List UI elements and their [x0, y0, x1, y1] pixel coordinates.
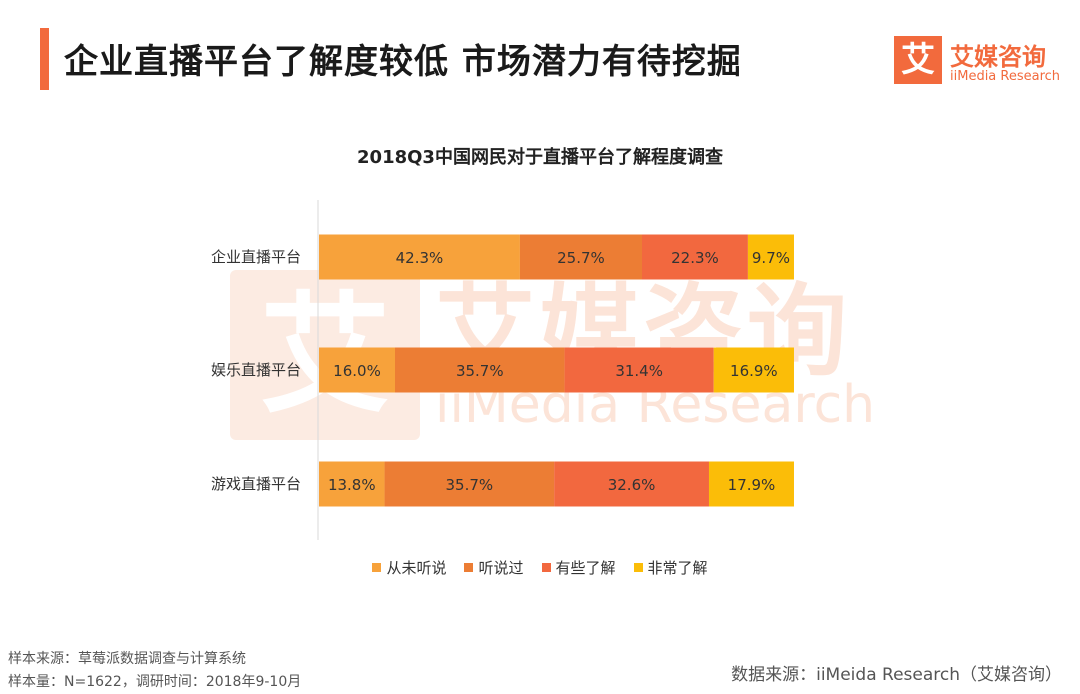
bar-segment — [395, 347, 565, 393]
chart-legend: 从未听说 听说过 有些了解 非常了解 — [0, 557, 1080, 578]
legend-item: 非常了解 — [633, 557, 708, 578]
data-label: 17.9% — [728, 476, 776, 494]
data-label: 16.9% — [730, 362, 778, 380]
legend-swatch — [372, 563, 382, 572]
legend-swatch — [464, 563, 474, 572]
footer-notes: 样本来源：草莓派数据调查与计算系统 样本量：N=1622，调研时间：2018年9… — [8, 648, 301, 694]
data-label: 22.3% — [671, 249, 719, 267]
legend-label: 非常了解 — [647, 559, 708, 577]
sample-note: 样本量：N=1622，调研时间：2018年9-10月 — [8, 674, 302, 690]
data-label: 32.6% — [608, 476, 656, 494]
legend-item: 听说过 — [464, 557, 524, 578]
bar-segment — [319, 347, 395, 393]
source-note: 样本来源：草莓派数据调查与计算系统 — [8, 651, 246, 667]
bar-segment — [319, 461, 385, 507]
chart-title: 2018Q3中国网民对于直播平台了解程度调查 — [357, 147, 723, 168]
category-label: 企业直播平台 — [211, 248, 301, 266]
data-label: 35.7% — [446, 476, 494, 494]
bar-segment — [319, 234, 520, 280]
page-title: 企业直播平台了解度较低 市场潜力有待挖掘 — [64, 42, 742, 82]
logo-mark-icon: 艾 — [894, 36, 942, 84]
legend-swatch — [633, 563, 643, 572]
title-accent-bar — [40, 28, 49, 90]
legend-label: 有些了解 — [555, 559, 616, 577]
legend-label: 听说过 — [478, 559, 524, 577]
data-label: 13.8% — [328, 476, 376, 494]
category-label: 娱乐直播平台 — [211, 361, 301, 379]
bar-segment — [708, 461, 794, 507]
category-label: 游戏直播平台 — [211, 475, 301, 493]
data-label: 25.7% — [557, 249, 605, 267]
data-label: 16.0% — [333, 362, 381, 380]
legend-swatch — [541, 563, 551, 572]
bar-segment — [713, 347, 794, 393]
legend-item: 从未听说 — [372, 557, 446, 578]
data-label: 31.4% — [615, 362, 663, 380]
bar-segment — [564, 347, 714, 393]
logo-name-cn: 艾媒咨询 — [950, 43, 1046, 71]
bar-segment — [642, 234, 748, 280]
legend-label: 从未听说 — [386, 559, 447, 577]
data-label: 9.7% — [752, 249, 790, 267]
bar-segment — [554, 461, 709, 507]
logo-name-en: iiMedia Research — [950, 69, 1061, 84]
bar-segment — [519, 234, 642, 280]
bar-segment — [384, 461, 555, 507]
bar-segment — [747, 234, 794, 280]
data-source: 数据来源：iiMeida Research（艾媒咨询） — [731, 665, 1062, 685]
data-label: 35.7% — [456, 362, 504, 380]
data-label: 42.3% — [396, 249, 444, 267]
brand-logo: 艾 艾媒咨询 iiMedia Research — [894, 36, 1069, 88]
legend-item: 有些了解 — [541, 557, 616, 578]
